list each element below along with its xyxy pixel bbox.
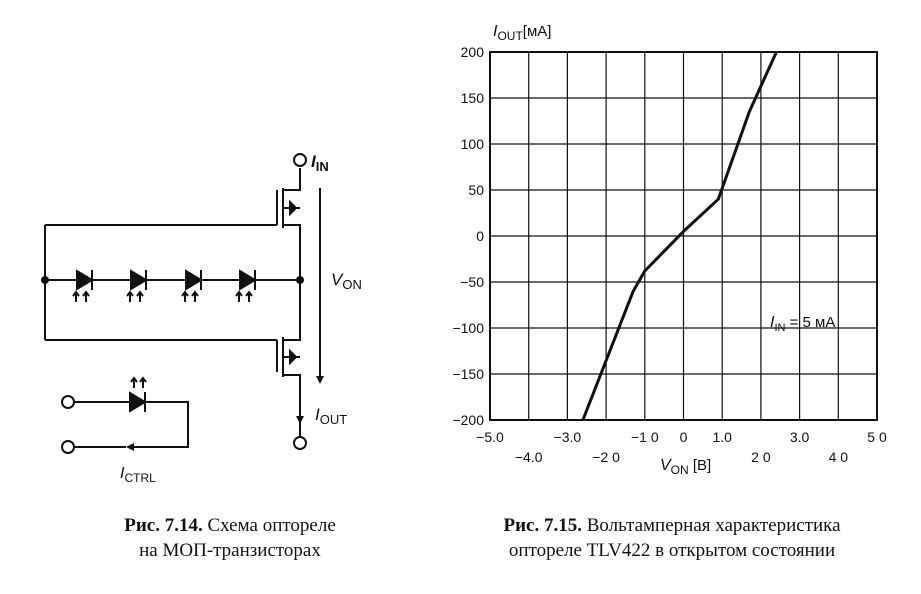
- x-tick-label: −2 0: [592, 449, 620, 465]
- photodiode-4: [235, 269, 257, 302]
- circuit-diagram: [41, 153, 324, 454]
- iv-chart: 200 150 100 50 0 −50 −100 −150 −200 −5.0 −3.0 −1 0…: [452, 23, 886, 477]
- photodiode-3: [181, 269, 203, 302]
- caption-fig-7-15: Рис. 7.15. Вольтамперная характеристика …: [432, 513, 912, 563]
- label-v-on: VON: [331, 270, 362, 292]
- y-tick-label: 100: [461, 136, 485, 152]
- photodiode-1: [72, 269, 94, 302]
- x-tick-label: 1.0: [712, 429, 732, 445]
- left-junction-dot: [41, 276, 49, 284]
- x-tick-labels: −5.0 −3.0 −1 0 0 1.0 3.0 5 0 −4.0 −2 0 2 0 4 0: [476, 429, 887, 465]
- caption-fig-7-14: Рис. 7.14. Схема оптореле на МОП-транзис…: [80, 513, 380, 563]
- y-tick-label: 50: [468, 182, 484, 198]
- y-tick-label: 0: [476, 228, 484, 244]
- x-tick-label: −1 0: [631, 429, 659, 445]
- y-tick-label: −150: [452, 366, 484, 382]
- out-terminal: [293, 436, 307, 450]
- caption-left-line2: на МОП-транзисторах: [139, 540, 321, 561]
- x-tick-label: 0: [680, 429, 688, 445]
- caption-left-line1: Схема оптореле: [202, 515, 336, 536]
- caption-left-number: Рис. 7.14.: [124, 515, 203, 536]
- y-tick-labels: 200 150 100 50 0 −50 −100 −150 −200: [452, 44, 484, 428]
- y-tick-label: −200: [452, 412, 484, 428]
- photodiode-2: [126, 269, 148, 302]
- y-tick-label: 150: [461, 90, 485, 106]
- caption-right-number: Рис. 7.15.: [503, 515, 582, 536]
- caption-right-line2: оптореле TLV422 в открытом состоянии: [508, 540, 836, 561]
- y-axis-label: IOUT[мА]: [493, 23, 551, 43]
- label-i-out: IOUT: [315, 405, 347, 427]
- x-tick-label: −3.0: [554, 429, 582, 445]
- x-tick-label: 2 0: [751, 449, 771, 465]
- iv-curve-line: [581, 51, 778, 421]
- caption-right-line1: Вольтамперная характеристика: [581, 515, 841, 536]
- x-tick-label: 3.0: [790, 429, 810, 445]
- x-tick-label: −4.0: [515, 449, 543, 465]
- top-mosfet: [276, 168, 301, 280]
- x-tick-label: −5.0: [476, 429, 504, 445]
- circuit-labels: IIN VON IOUT ICTRL: [120, 152, 362, 485]
- y-tick-label: −100: [452, 320, 484, 336]
- y-tick-label: 200: [461, 44, 485, 60]
- control-led: [61, 376, 189, 454]
- chart-grid: [490, 52, 877, 420]
- chart-annotation: IIN = 5 мА: [770, 314, 835, 334]
- y-tick-label: −50: [460, 274, 484, 290]
- label-i-in: IIN: [311, 152, 329, 174]
- label-i-ctrl: ICTRL: [120, 465, 156, 485]
- x-tick-label: 4 0: [829, 449, 849, 465]
- x-axis-label: VON [В]: [660, 457, 711, 477]
- in-terminal: [293, 153, 307, 167]
- x-tick-label: 5 0: [867, 429, 887, 445]
- bottom-mosfet: [276, 280, 301, 395]
